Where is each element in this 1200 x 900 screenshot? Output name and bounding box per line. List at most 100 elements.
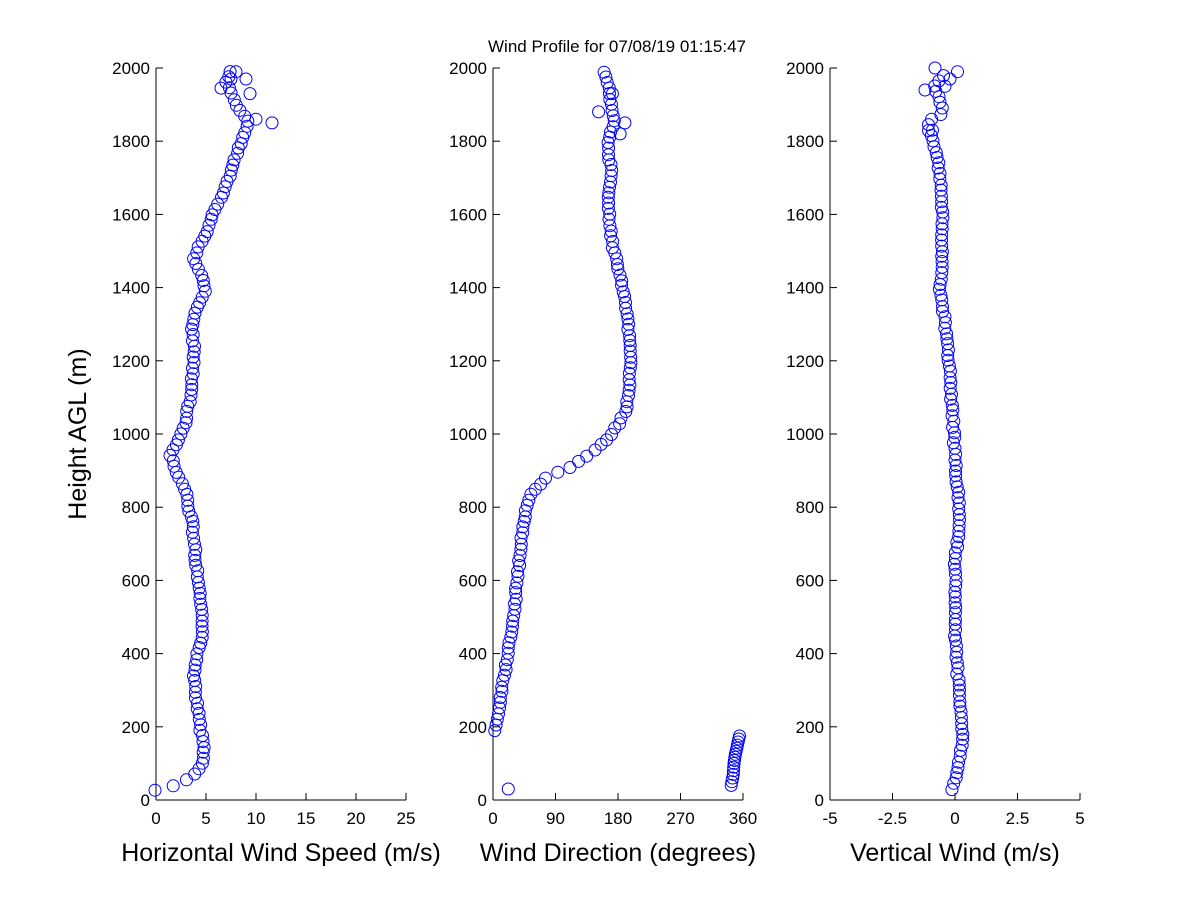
speed-point: [182, 504, 196, 518]
vertical-point: [952, 530, 966, 544]
direction-point: [727, 760, 741, 774]
direction-point: [580, 449, 594, 463]
speed-point: [188, 663, 202, 677]
vertical-y-tick-label: 2000: [786, 59, 824, 78]
speed-point: [227, 93, 241, 107]
vertical-y-tick-label: 1400: [786, 279, 824, 298]
vertical-point: [945, 783, 959, 797]
panels: 0 5 10 15 20 25 0 200 400 600 800 1000 1200 1400 1600 1…: [64, 59, 1085, 867]
speed-point: [265, 116, 279, 130]
vertical-point: [935, 260, 949, 274]
speed-point: [193, 586, 207, 600]
speed-point: [191, 696, 204, 710]
direction-point: [509, 592, 523, 606]
speed-point: [195, 269, 209, 282]
vertical-point: [936, 211, 950, 225]
vertical-y-tick-label: 1800: [786, 132, 824, 151]
direction-point: [506, 619, 519, 633]
vertical-point: [936, 205, 950, 219]
direction-point: [619, 296, 632, 309]
vertical-y-tick-label: 200: [796, 718, 824, 737]
direction-point: [621, 322, 635, 336]
speed-point: [229, 98, 243, 112]
vertical-point: [950, 480, 964, 494]
speed-y-tick-label: 600: [122, 571, 150, 590]
direction-point: [623, 361, 637, 375]
direction-point: [623, 344, 637, 358]
vertical-point: [953, 513, 966, 527]
direction-point: [495, 680, 509, 694]
direction-point: [513, 549, 527, 562]
vertical-point: [934, 183, 948, 197]
vertical-point: [931, 161, 945, 175]
speed-point: [188, 553, 202, 567]
direction-point: [623, 339, 637, 352]
direction-y-tick-label: 1400: [449, 279, 487, 298]
vertical-point: [951, 540, 965, 554]
direction-point: [493, 701, 506, 715]
speed-point: [223, 65, 237, 79]
speed-point: [194, 718, 208, 732]
speed-point: [185, 382, 199, 396]
direction-panel: 0 90 180 270 360 0 200 400 600 800 1000 1200 1400 160…: [449, 59, 757, 867]
speed-x-tick-label: 5: [201, 809, 210, 828]
speed-point: [192, 712, 206, 726]
speed-point: [229, 65, 243, 79]
vertical-point: [948, 617, 962, 631]
speed-point: [191, 564, 205, 578]
vertical-point: [935, 233, 949, 247]
speed-point: [175, 477, 189, 491]
speed-y-tick-label: 1600: [112, 205, 150, 224]
direction-y-tick-label: 400: [459, 645, 487, 664]
direction-y-tick-label: 1000: [449, 425, 487, 444]
vertical-point: [941, 353, 955, 367]
direction-point: [509, 586, 523, 600]
vertical-point: [947, 414, 961, 428]
vertical-point: [946, 436, 960, 450]
speed-point: [193, 591, 207, 605]
direction-point: [602, 141, 616, 155]
speed-point: [186, 367, 200, 381]
direction-point: [613, 268, 627, 282]
direction-point: [539, 471, 552, 485]
vertical-point: [950, 667, 964, 681]
speed-point: [224, 72, 238, 86]
speed-point: [148, 783, 162, 797]
vertical-point: [950, 766, 964, 780]
speed-point: [211, 197, 225, 211]
speed-x-tick-label: 15: [297, 809, 316, 828]
vertical-y-tick-label: 1000: [786, 425, 824, 444]
speed-point: [188, 658, 202, 672]
speed-point: [186, 328, 200, 341]
direction-point: [597, 65, 611, 79]
direction-x-axis-label: Wind Direction (degrees): [480, 839, 757, 867]
speed-point: [185, 378, 199, 392]
vertical-point: [943, 72, 957, 86]
vertical-point: [949, 601, 963, 615]
direction-point: [601, 136, 615, 149]
vertical-point: [918, 83, 932, 97]
direction-point: [621, 312, 635, 326]
direction-point: [613, 127, 627, 141]
direction-y-tick-label: 600: [459, 571, 487, 590]
speed-y-axis-label: Height AGL (m): [64, 348, 92, 519]
direction-point: [623, 334, 637, 347]
vertical-point: [949, 567, 962, 581]
speed-x-tick-label: 20: [347, 809, 366, 828]
vertical-x-tick-label: 2.5: [1006, 809, 1030, 828]
direction-x-tick-label: 0: [488, 809, 497, 828]
speed-point: [231, 146, 245, 160]
vertical-point: [935, 255, 949, 268]
figure-title: Wind Profile for 07/08/19 01:15:47: [488, 37, 746, 56]
direction-y-tick-label: 2000: [449, 59, 487, 78]
direction-x-tick-label: 360: [729, 809, 757, 828]
direction-point: [610, 252, 624, 266]
speed-point: [214, 81, 228, 95]
vertical-point: [949, 650, 963, 664]
vertical-y-tick-label: 0: [815, 791, 824, 810]
speed-x-tick-label: 0: [151, 809, 160, 828]
direction-point: [730, 741, 744, 755]
direction-point: [522, 493, 536, 507]
vertical-point: [956, 732, 970, 746]
vertical-point: [935, 239, 949, 253]
